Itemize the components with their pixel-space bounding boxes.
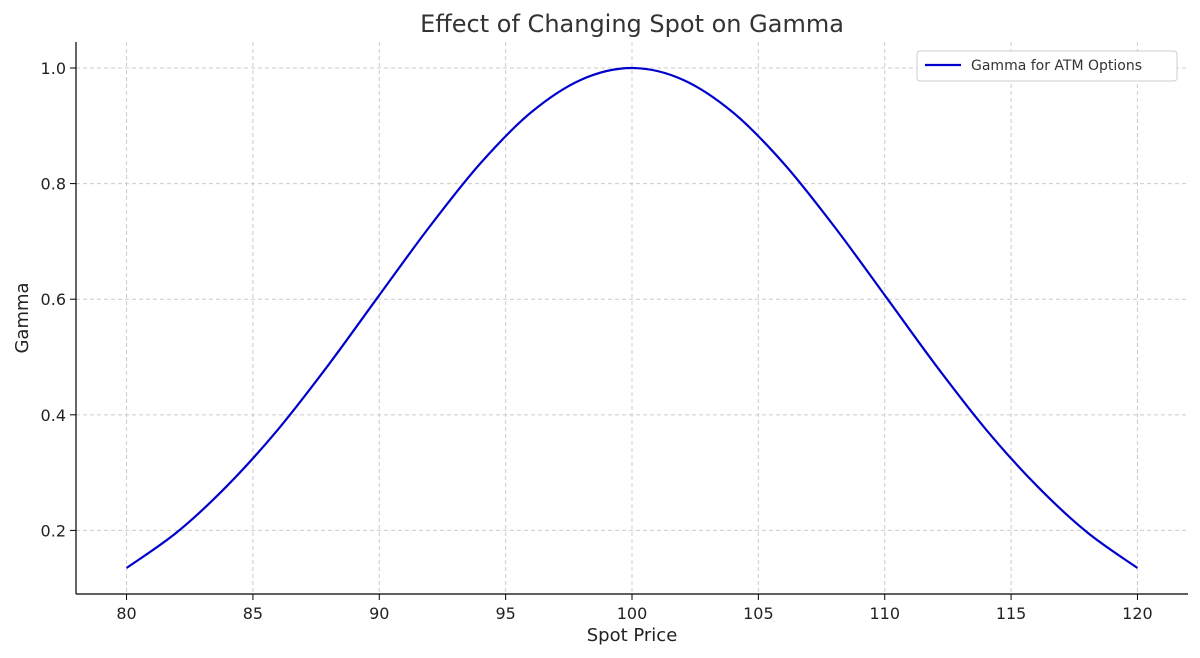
grid-lines (76, 42, 1188, 594)
x-tick-label: 85 (243, 604, 263, 623)
x-tick-label: 90 (369, 604, 389, 623)
series-line-gamma (125, 66, 1139, 569)
chart-title: Effect of Changing Spot on Gamma (420, 10, 844, 38)
x-axis-label: Spot Price (587, 625, 678, 646)
x-tick-label: 120 (1122, 604, 1153, 623)
x-axis-ticks: 80 85 90 95 100 105 110 115 120 (116, 594, 1153, 623)
x-tick-label: 95 (495, 604, 515, 623)
y-axis-ticks: 0.2 0.4 0.6 0.8 1.0 (41, 59, 76, 540)
x-tick-label: 105 (743, 604, 774, 623)
x-tick-label: 115 (996, 604, 1027, 623)
x-tick-label: 110 (869, 604, 900, 623)
y-axis-label: Gamma (12, 282, 33, 353)
legend: Gamma for ATM Options (916, 50, 1178, 82)
y-tick-label: 0.4 (41, 406, 66, 425)
y-tick-label: 1.0 (41, 59, 66, 78)
x-tick-label: 100 (617, 604, 648, 623)
y-tick-label: 0.8 (41, 175, 66, 194)
legend-label: Gamma for ATM Options (971, 58, 1142, 74)
series-layer (125, 66, 1139, 569)
legend-box (916, 50, 1178, 82)
y-tick-label: 0.2 (41, 521, 66, 540)
y-tick-label: 0.6 (41, 290, 66, 309)
x-tick-label: 80 (116, 604, 136, 623)
